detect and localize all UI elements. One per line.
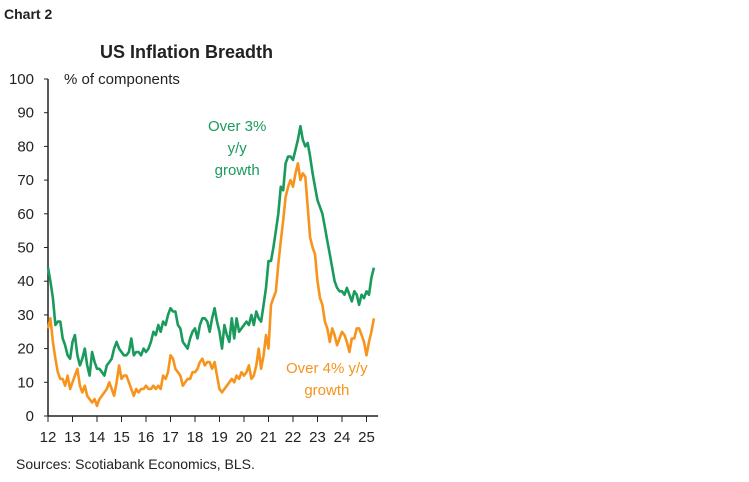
y-tick-label: 40 xyxy=(17,273,34,290)
x-tick-label: 17 xyxy=(162,429,179,446)
x-tick-label: 12 xyxy=(40,429,57,446)
annotation-line: y/y xyxy=(227,140,247,157)
y-tick-label: 70 xyxy=(17,172,34,189)
y-tick-label: 30 xyxy=(17,307,34,324)
annotation-line: Over 3% xyxy=(208,118,267,135)
x-tick-label: 20 xyxy=(236,429,253,446)
x-tick-label: 13 xyxy=(64,429,81,446)
x-tick-label: 18 xyxy=(187,429,204,446)
y-tick-label: 20 xyxy=(17,341,34,358)
x-tick-label: 24 xyxy=(334,429,351,446)
x-tick-label: 14 xyxy=(89,429,106,446)
x-tick-label: 25 xyxy=(358,429,375,446)
source-note: Sources: Scotiabank Economics, BLS. xyxy=(16,456,255,472)
y-tick-label: 10 xyxy=(17,374,34,391)
annotation-line: growth xyxy=(214,162,260,179)
x-tick-label: 16 xyxy=(138,429,155,446)
chart-title: US Inflation Breadth xyxy=(100,42,274,62)
annotation-line: Over 4% y/y xyxy=(286,360,368,377)
y-tick-label: 0 xyxy=(26,408,34,425)
y-tick-label: 50 xyxy=(17,240,34,257)
y-tick-label: 80 xyxy=(17,138,34,155)
series-line-over-4pct xyxy=(46,162,376,408)
series-annotation-over-4pct: Over 4% y/y growth xyxy=(286,358,368,402)
chart-number-label: Chart 2 xyxy=(4,6,53,22)
annotation-line: growth xyxy=(304,382,350,399)
x-tick-label: 15 xyxy=(113,429,130,446)
x-tick-label: 23 xyxy=(309,429,326,446)
y-tick-label: 60 xyxy=(17,206,34,223)
series-line-over-3pct xyxy=(46,124,376,377)
y-tick-label: 100 xyxy=(9,71,34,88)
x-tick-label: 21 xyxy=(260,429,277,446)
x-tick-label: 19 xyxy=(211,429,228,446)
x-tick-label: 22 xyxy=(285,429,302,446)
series-annotation-over-3pct: Over 3% y/y growth xyxy=(208,116,266,182)
y-axis-label: % of components xyxy=(64,71,180,88)
y-tick-label: 90 xyxy=(17,105,34,122)
